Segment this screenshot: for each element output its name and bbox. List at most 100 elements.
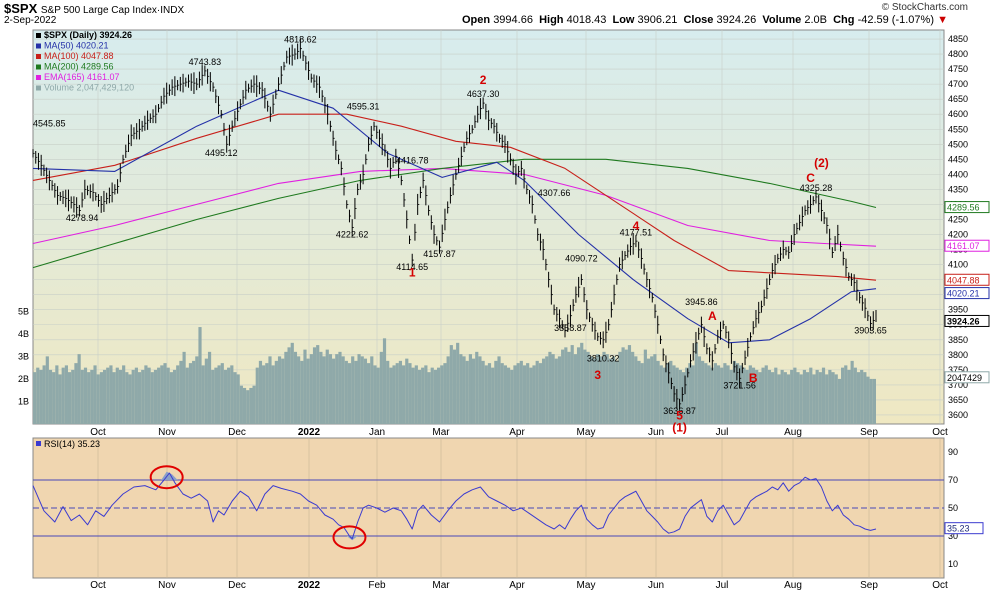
legend-entry: EMA(165) 4161.07 [44, 72, 120, 82]
volume-bar [545, 356, 549, 424]
volume-bar [716, 365, 721, 424]
wave-label: 4 [633, 219, 640, 233]
legend-swatch [36, 33, 41, 38]
volume-bar [659, 365, 663, 424]
volume-bar [163, 363, 167, 424]
volume-bar [246, 390, 250, 424]
volume-bar [860, 369, 864, 424]
wave-label: (2) [814, 156, 829, 170]
rsi-tick-label: 70 [948, 475, 958, 485]
volume-bar [389, 367, 393, 424]
volume-bar [424, 365, 428, 424]
legend-entry: $SPX (Daily) 3924.26 [44, 30, 132, 40]
price-annotation: 4495.12 [205, 148, 238, 158]
volume-bar [767, 369, 772, 424]
volume-bar [93, 365, 97, 424]
ma200-line [32, 158, 877, 269]
price-annotation: 3945.86 [685, 297, 718, 307]
volume-bar [551, 354, 555, 424]
wave-label: A [708, 309, 717, 323]
volume-bar [274, 360, 278, 424]
chart-date: 2-Sep-2022 [4, 15, 57, 26]
price-tick-label: 4750 [948, 64, 968, 74]
volume-tick-label: 3B [18, 351, 29, 361]
volume-bar [182, 351, 186, 424]
volume-bar [405, 358, 409, 424]
price-tick-label: 4250 [948, 214, 968, 224]
volume-bar [646, 358, 651, 424]
volume-bar [306, 358, 310, 424]
volume-bar [214, 367, 218, 424]
volume-bar [281, 358, 285, 424]
volume-bar [131, 369, 135, 424]
volume-bar [764, 365, 768, 424]
volume-bar [268, 356, 272, 424]
volume-bar [799, 374, 803, 424]
volume-bar [446, 356, 450, 424]
volume-bar [872, 378, 876, 424]
price-tick-label: 3650 [948, 395, 968, 405]
volume-bar [176, 365, 180, 424]
rsi-highlight-circle [332, 525, 367, 550]
volume-bar [459, 354, 463, 424]
volume-bar [627, 345, 632, 424]
volume-bar [427, 372, 431, 424]
rsi-x-tick-label: Oct [932, 580, 948, 591]
volume-bar [39, 369, 43, 424]
volume-bar [319, 351, 323, 424]
price-annotation: 3636.87 [663, 406, 696, 416]
volume-bar [169, 372, 173, 424]
volume-bar [236, 374, 240, 424]
volume-bar [736, 363, 740, 424]
volume-bar [102, 369, 107, 424]
volume-bar [220, 363, 224, 424]
wave-label: 3 [594, 368, 601, 382]
rsi-tick-label: 30 [948, 531, 958, 541]
volume-bar [567, 351, 571, 424]
volume-bar [322, 356, 326, 424]
volume-bar [678, 369, 682, 424]
price-series [32, 38, 877, 409]
volume-bar [440, 365, 444, 424]
volume-bar [634, 356, 638, 424]
volume-bar [500, 363, 504, 424]
price-tick-label: 4500 [948, 139, 968, 149]
volume-bar [751, 367, 756, 424]
volume-bar [494, 360, 498, 424]
price-tick-label: 3700 [948, 380, 968, 390]
volume-bar [395, 363, 399, 424]
volume-bar [697, 356, 702, 424]
volume-bar [793, 367, 797, 424]
volume-bar [122, 365, 126, 424]
right-axis-tag: 4161.07 [947, 241, 980, 251]
volume-bar [61, 367, 65, 424]
legend-swatch [36, 54, 41, 59]
price-tick-label: 4600 [948, 109, 968, 119]
volume-bar [866, 376, 870, 424]
volume-bar [351, 356, 355, 424]
volume-bar [554, 358, 558, 424]
high-label: High [539, 14, 564, 26]
legend-swatch [36, 75, 41, 80]
volume-bar [195, 356, 199, 424]
volume-bar [328, 354, 333, 424]
volume-bar [720, 367, 724, 424]
volume-bar [77, 354, 81, 424]
rsi-legend-swatch [36, 441, 41, 446]
volume-bar [147, 367, 151, 424]
volume-bar [783, 372, 787, 424]
volume-bar [573, 354, 577, 424]
volume-bar [230, 365, 234, 424]
price-x-tick-label: Jun [648, 427, 664, 438]
volume-bar [112, 372, 116, 424]
rsi-line [32, 472, 877, 540]
volume-bar [249, 387, 253, 424]
volume-bar [529, 367, 533, 424]
volume-bar [99, 372, 103, 424]
volume-bar [701, 360, 705, 424]
volume-bar [83, 367, 88, 424]
rsi-x-tick-label: May [577, 580, 596, 591]
volume-bar [592, 358, 597, 424]
rsi-x-tick-label: Feb [368, 580, 386, 591]
